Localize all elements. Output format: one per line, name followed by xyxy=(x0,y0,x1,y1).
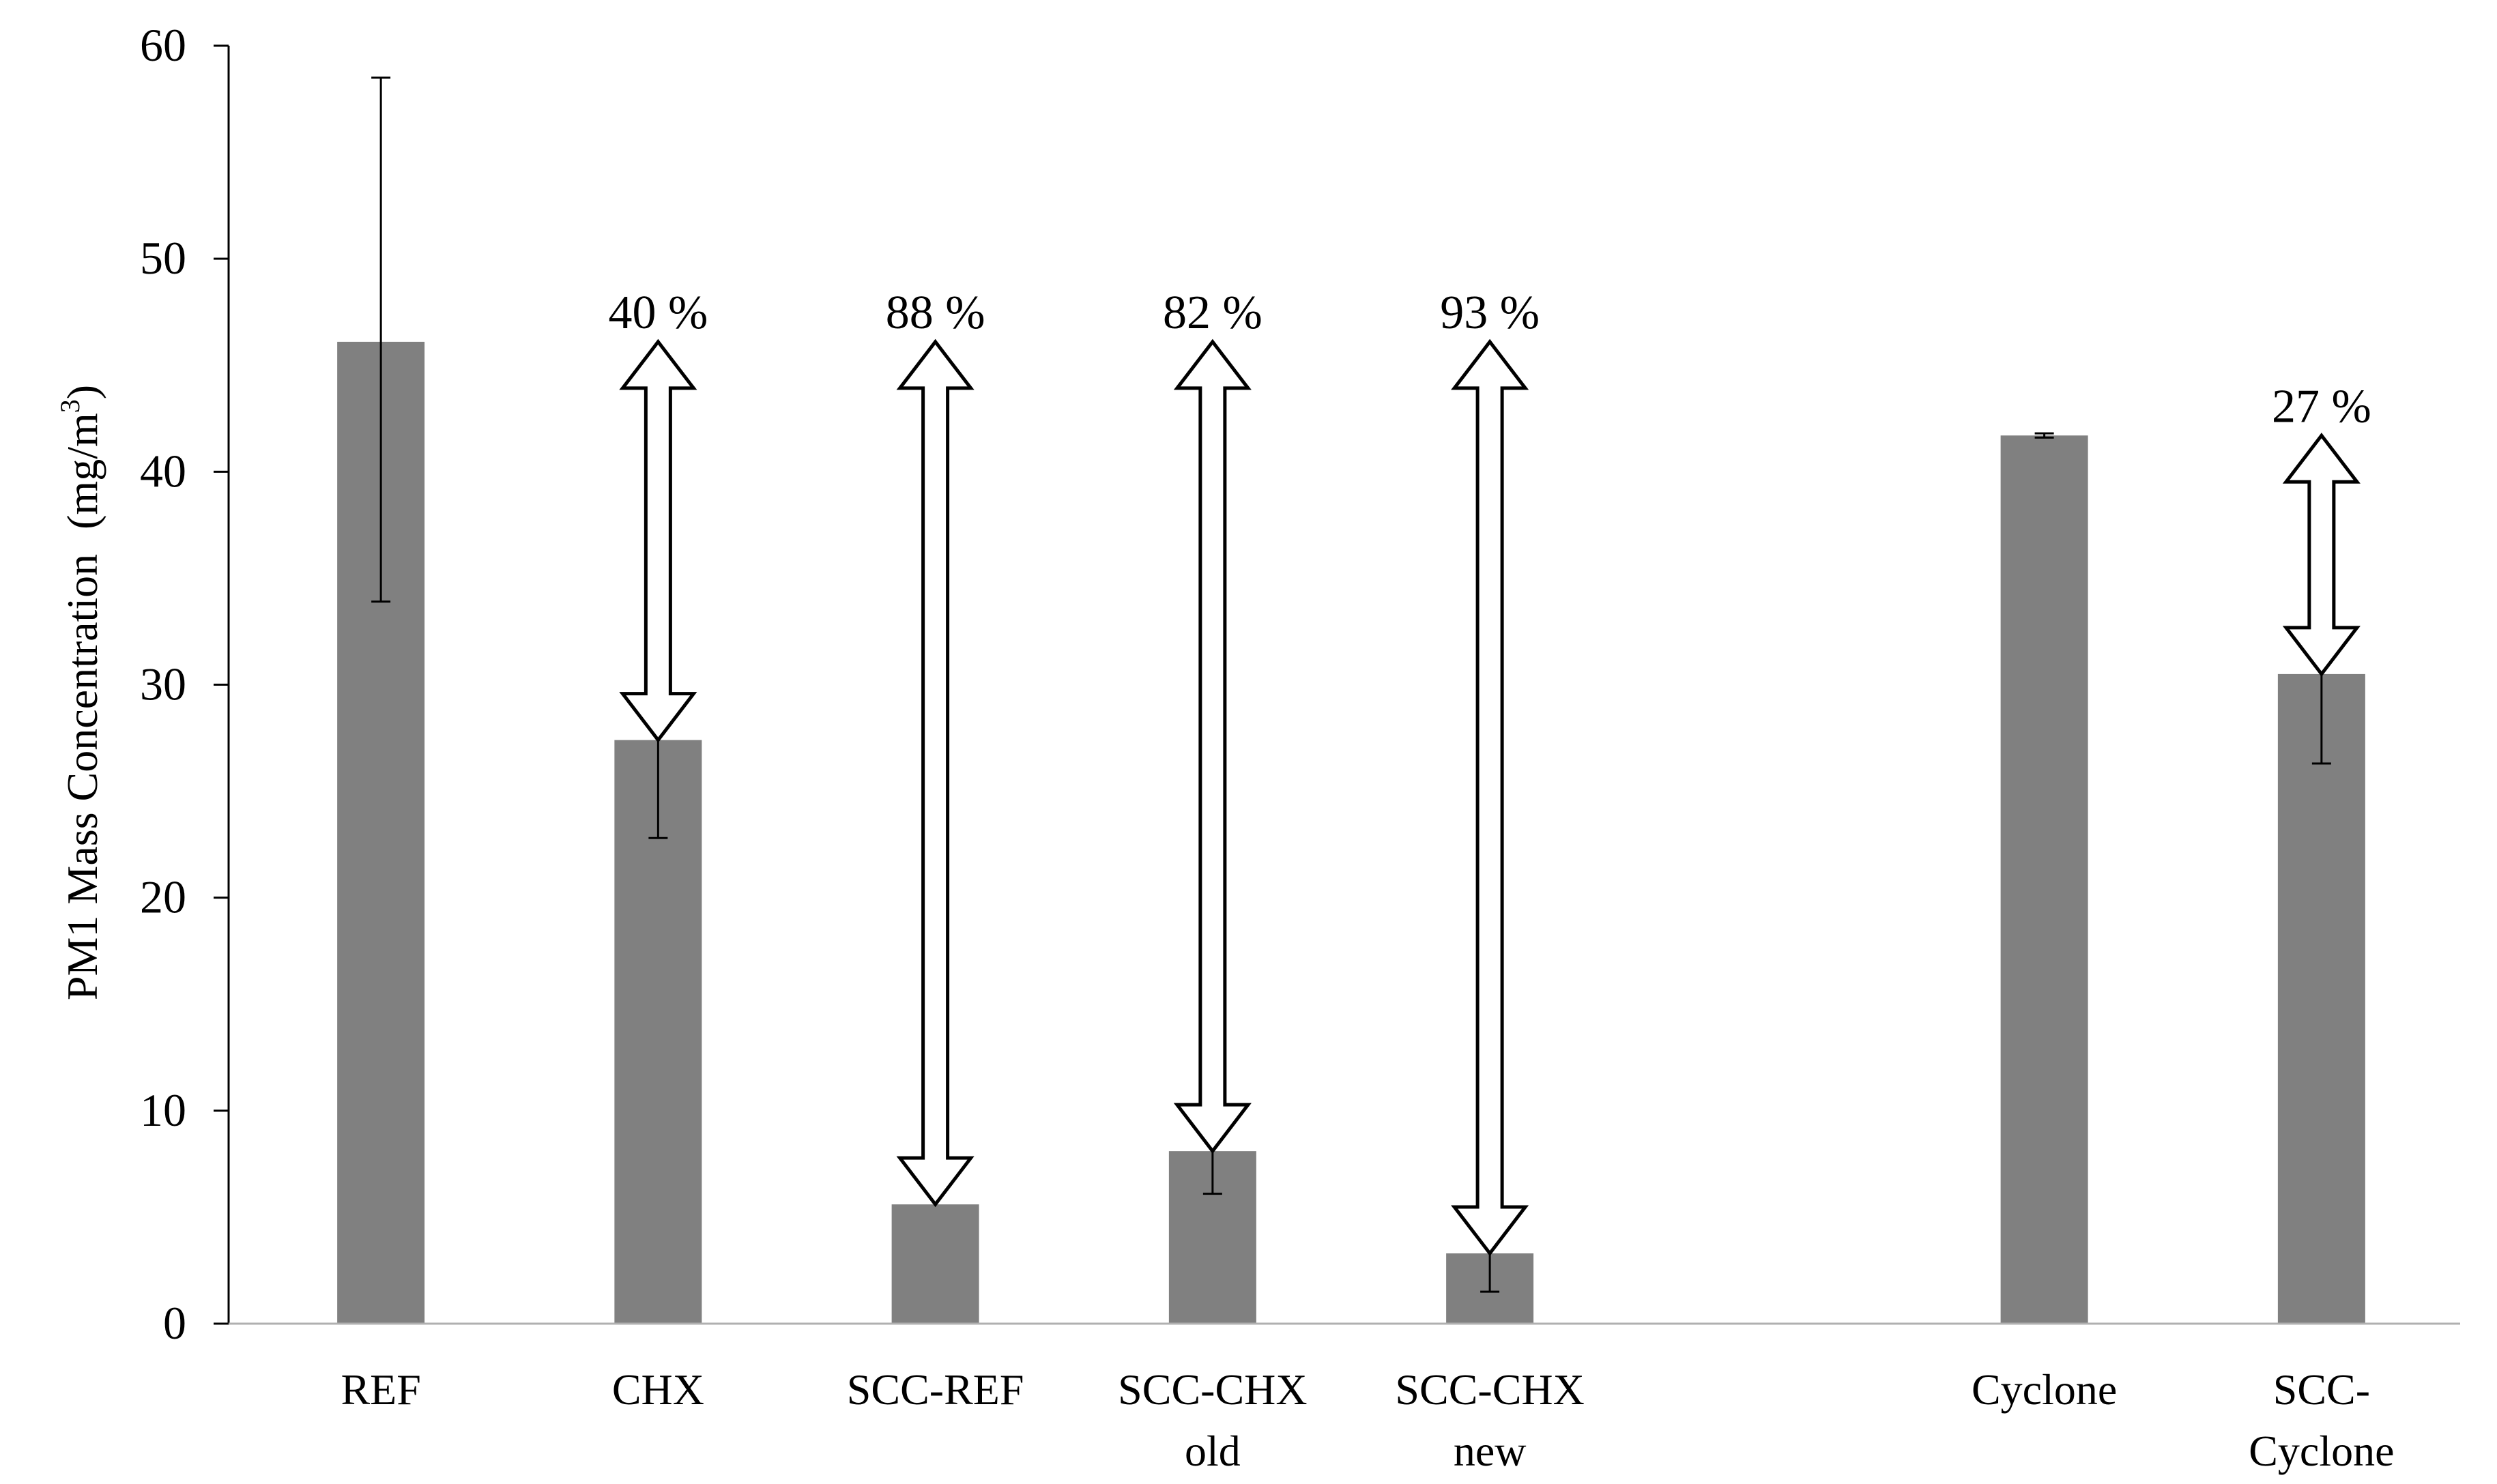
reduction-arrows: 40 % 88 % 82 % 93 % 27 % xyxy=(608,287,2371,1257)
y-axis-title: PM1 Mass Concentration (mg/m3) xyxy=(55,385,106,1000)
category-label: REF xyxy=(341,1365,420,1414)
reduction-arrow xyxy=(619,338,697,743)
category-label: SCC-REF xyxy=(847,1365,1024,1414)
y-tick-label: 0 xyxy=(163,1297,186,1349)
bar xyxy=(2000,435,2088,1324)
reduction-arrow xyxy=(1451,338,1529,1257)
bar xyxy=(891,1204,979,1324)
category-label: SCC- xyxy=(2273,1365,2370,1414)
y-tick-label: 10 xyxy=(140,1084,186,1136)
y-tick-label: 30 xyxy=(140,658,186,710)
reduction-label: 82 % xyxy=(1163,287,1262,339)
y-axis-title-unit-suffix: ) xyxy=(58,385,106,399)
reduction-label: 27 % xyxy=(2272,380,2371,433)
y-tick-label: 40 xyxy=(140,445,186,497)
y-tick-label: 60 xyxy=(140,19,186,71)
reduction-arrow xyxy=(2282,433,2361,678)
bar xyxy=(2277,673,2365,1324)
reduction-arrow xyxy=(896,338,975,1208)
category-label: Cyclone xyxy=(2249,1427,2394,1475)
bars xyxy=(337,341,2365,1324)
reduction-label: 93 % xyxy=(1440,287,1540,339)
category-label: Cyclone xyxy=(1972,1365,2117,1414)
y-axis: 0 10 20 30 40 50 60 xyxy=(140,19,230,1349)
category-label: new xyxy=(1454,1427,1527,1475)
reduction-arrow xyxy=(1173,338,1252,1154)
y-tick-label: 20 xyxy=(140,871,186,923)
y-tick-label: 50 xyxy=(140,232,186,284)
reduction-label: 40 % xyxy=(608,287,708,339)
reduction-label: 88 % xyxy=(886,287,985,339)
category-label: old xyxy=(1185,1427,1241,1475)
category-label: CHX xyxy=(612,1365,704,1414)
y-axis-title-unit-sup: 3 xyxy=(55,399,85,413)
category-label: SCC-CHX xyxy=(1118,1365,1307,1414)
y-axis-title-text: PM1 Mass Concentration xyxy=(58,554,106,1000)
category-labels: REF CHX SCC-REF SCC-CHX old SCC-CHX new Cyclone… xyxy=(341,1365,2394,1475)
category-label: SCC-CHX xyxy=(1395,1365,1584,1414)
y-axis-title-unit-prefix: (mg/m xyxy=(58,413,106,529)
